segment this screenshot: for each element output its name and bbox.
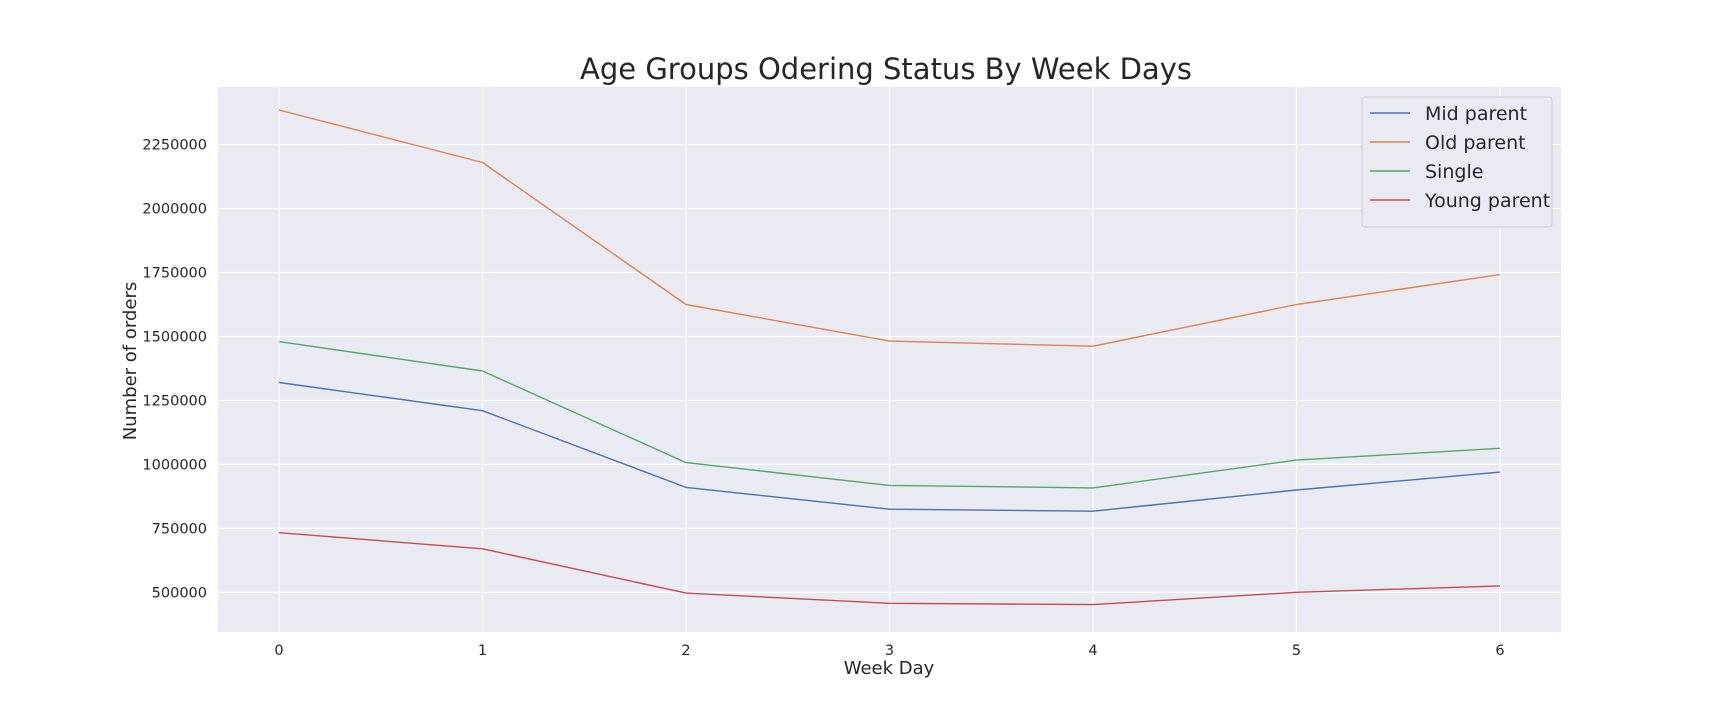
y-tick-label: 750000 — [152, 521, 207, 537]
x-tick-label: 5 — [1292, 643, 1301, 659]
y-tick-label: 1500000 — [142, 329, 207, 345]
legend: Mid parent Old parent Single Young parent — [1361, 96, 1553, 228]
x-tick-label: 0 — [274, 643, 283, 659]
legend-label-old-parent: Old parent — [1425, 132, 1526, 154]
x-tick-label: 3 — [885, 643, 894, 659]
grid — [218, 87, 1561, 632]
series-line-single — [278, 340, 1501, 489]
legend-box — [1361, 96, 1553, 228]
series-line-young-parent — [278, 532, 1501, 606]
y-tick-label: 2250000 — [142, 138, 207, 154]
x-axis-ticks: 0 1 2 3 4 5 6 — [274, 643, 1504, 659]
y-tick-label: 2000000 — [142, 202, 207, 218]
series-line-mid-parent — [278, 381, 1501, 512]
y-tick-label: 500000 — [152, 585, 207, 601]
x-axis-label: Week Day — [844, 658, 935, 679]
legend-label-young-parent: Young parent — [1424, 190, 1550, 212]
series-group — [278, 109, 1501, 606]
series-line-old-parent — [278, 109, 1501, 347]
y-tick-label: 1000000 — [142, 457, 207, 473]
y-axis-ticks: 500000 750000 1000000 1250000 1500000 1750000… — [142, 138, 207, 602]
x-tick-label: 2 — [681, 643, 690, 659]
y-tick-label: 1750000 — [142, 266, 207, 282]
y-axis-label: Number of orders — [120, 282, 141, 440]
x-tick-label: 6 — [1495, 643, 1504, 659]
y-tick-label: 1250000 — [142, 393, 207, 409]
legend-label-mid-parent: Mid parent — [1425, 103, 1527, 125]
x-tick-label: 4 — [1088, 643, 1097, 659]
legend-label-single: Single — [1425, 161, 1483, 183]
chart-title: Age Groups Odering Status By Week Days — [580, 52, 1192, 86]
x-tick-label: 1 — [478, 643, 487, 659]
